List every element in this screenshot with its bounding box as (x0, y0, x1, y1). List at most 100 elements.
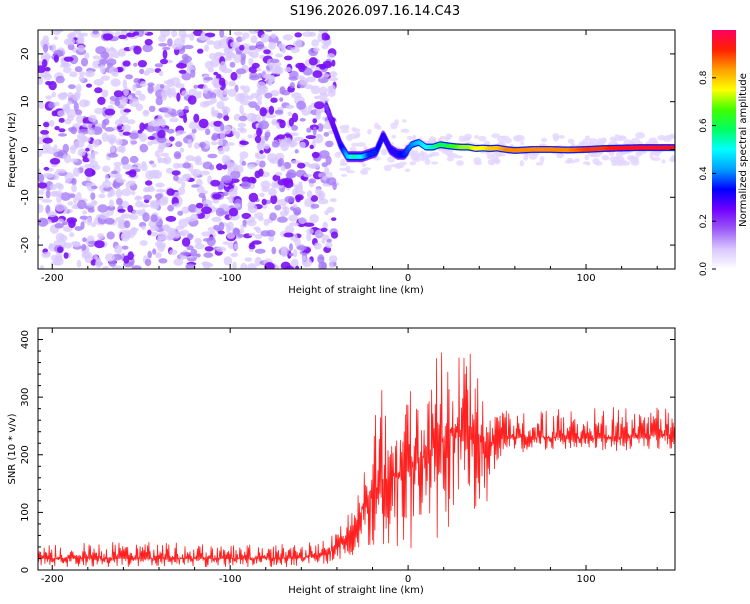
halo-speckle (558, 135, 565, 139)
noise-speckle (80, 57, 89, 67)
noise-speckle (43, 166, 50, 171)
noise-speckle (254, 135, 262, 144)
noise-speckle (237, 127, 245, 131)
halo-speckle (391, 134, 397, 139)
noise-speckle (223, 256, 233, 266)
noise-speckle (263, 218, 270, 226)
noise-speckle (228, 80, 236, 87)
noise-speckle (76, 114, 84, 124)
noise-speckle (232, 127, 237, 136)
noise-speckle (288, 214, 298, 222)
noise-speckle (291, 112, 299, 123)
noise-speckle (289, 70, 299, 80)
noise-speckle (154, 241, 163, 247)
noise-speckle (222, 191, 229, 197)
snr-frame (37, 327, 676, 571)
noise-speckle (299, 141, 306, 149)
noise-speckle (295, 194, 304, 201)
halo-speckle (383, 164, 392, 172)
noise-speckle (141, 163, 148, 172)
noise-speckle (327, 89, 336, 97)
noise-speckle (106, 231, 115, 240)
noise-speckle (50, 261, 61, 266)
noise-speckle (182, 162, 192, 169)
noise-speckle (109, 199, 114, 208)
noise-speckle (323, 132, 330, 137)
noise-speckle (104, 253, 115, 262)
noise-speckle (277, 216, 288, 223)
noise-speckle (222, 241, 230, 245)
noise-speckle (248, 192, 259, 203)
noise-speckle (314, 229, 324, 239)
noise-speckle (258, 168, 264, 177)
noise-speckle (160, 118, 167, 128)
noise-speckle (125, 74, 134, 80)
noise-speckle (97, 204, 108, 213)
noise-speckle (216, 246, 227, 252)
noise-speckle (165, 167, 174, 174)
halo-speckle (515, 134, 525, 142)
noise-speckle (203, 76, 214, 81)
noise-speckle (250, 118, 257, 123)
noise-speckle (221, 175, 232, 184)
noise-speckle (281, 205, 288, 211)
noise-speckle (157, 129, 166, 139)
noise-speckle (139, 132, 148, 142)
halo-speckle (419, 150, 424, 157)
noise-speckle (219, 61, 227, 70)
noise-speckle (205, 128, 211, 136)
colorbar-ticks: 0.0 0.2 0.4 0.6 0.8 (699, 70, 716, 276)
noise-speckle (202, 84, 209, 95)
snr-ytick-label: 300 (20, 388, 31, 407)
noise-speckle (298, 62, 306, 73)
noise-speckle (223, 88, 229, 96)
noise-speckle (247, 176, 257, 185)
noise-speckle (326, 177, 337, 185)
halo-speckle (445, 133, 452, 140)
noise-speckle (127, 230, 136, 239)
noise-speckle (328, 255, 338, 263)
halo-speckle (567, 138, 575, 144)
noise-speckle (275, 53, 283, 58)
noise-speckle (152, 248, 157, 255)
noise-speckle (270, 90, 280, 97)
noise-speckle (248, 45, 257, 51)
noise-speckle (295, 184, 303, 193)
noise-speckle (240, 56, 246, 66)
noise-speckle (63, 242, 73, 249)
spectrogram-ytick-label: 0 (20, 146, 31, 152)
noise-speckle (317, 198, 329, 205)
noise-speckle (42, 35, 49, 44)
halo-speckle (390, 122, 398, 130)
noise-speckle (38, 60, 43, 66)
noise-speckle (310, 162, 320, 169)
noise-speckle (317, 123, 324, 132)
noise-speckle (74, 91, 81, 98)
noise-speckle (185, 263, 196, 269)
noise-speckle (314, 95, 322, 100)
noise-speckle (180, 251, 191, 256)
noise-speckle (183, 44, 194, 50)
noise-speckle (94, 87, 103, 94)
noise-speckle (147, 229, 152, 236)
noise-speckle (139, 143, 149, 153)
noise-speckle (259, 192, 265, 198)
noise-speckle (171, 43, 183, 50)
noise-speckle (248, 58, 254, 66)
noise-speckle (175, 141, 183, 148)
noise-speckle (84, 167, 95, 177)
halo-speckle (519, 160, 525, 167)
noise-speckle (133, 45, 142, 55)
noise-speckle (171, 170, 181, 176)
noise-speckle (201, 261, 209, 267)
halo-speckle (474, 134, 479, 139)
noise-speckle (239, 95, 246, 99)
noise-speckle (250, 35, 258, 44)
noise-speckle (111, 51, 120, 59)
noise-speckle (143, 194, 153, 201)
noise-speckle (141, 225, 146, 230)
noise-speckle (226, 52, 236, 59)
noise-speckle (315, 112, 321, 120)
noise-speckle (237, 233, 244, 238)
